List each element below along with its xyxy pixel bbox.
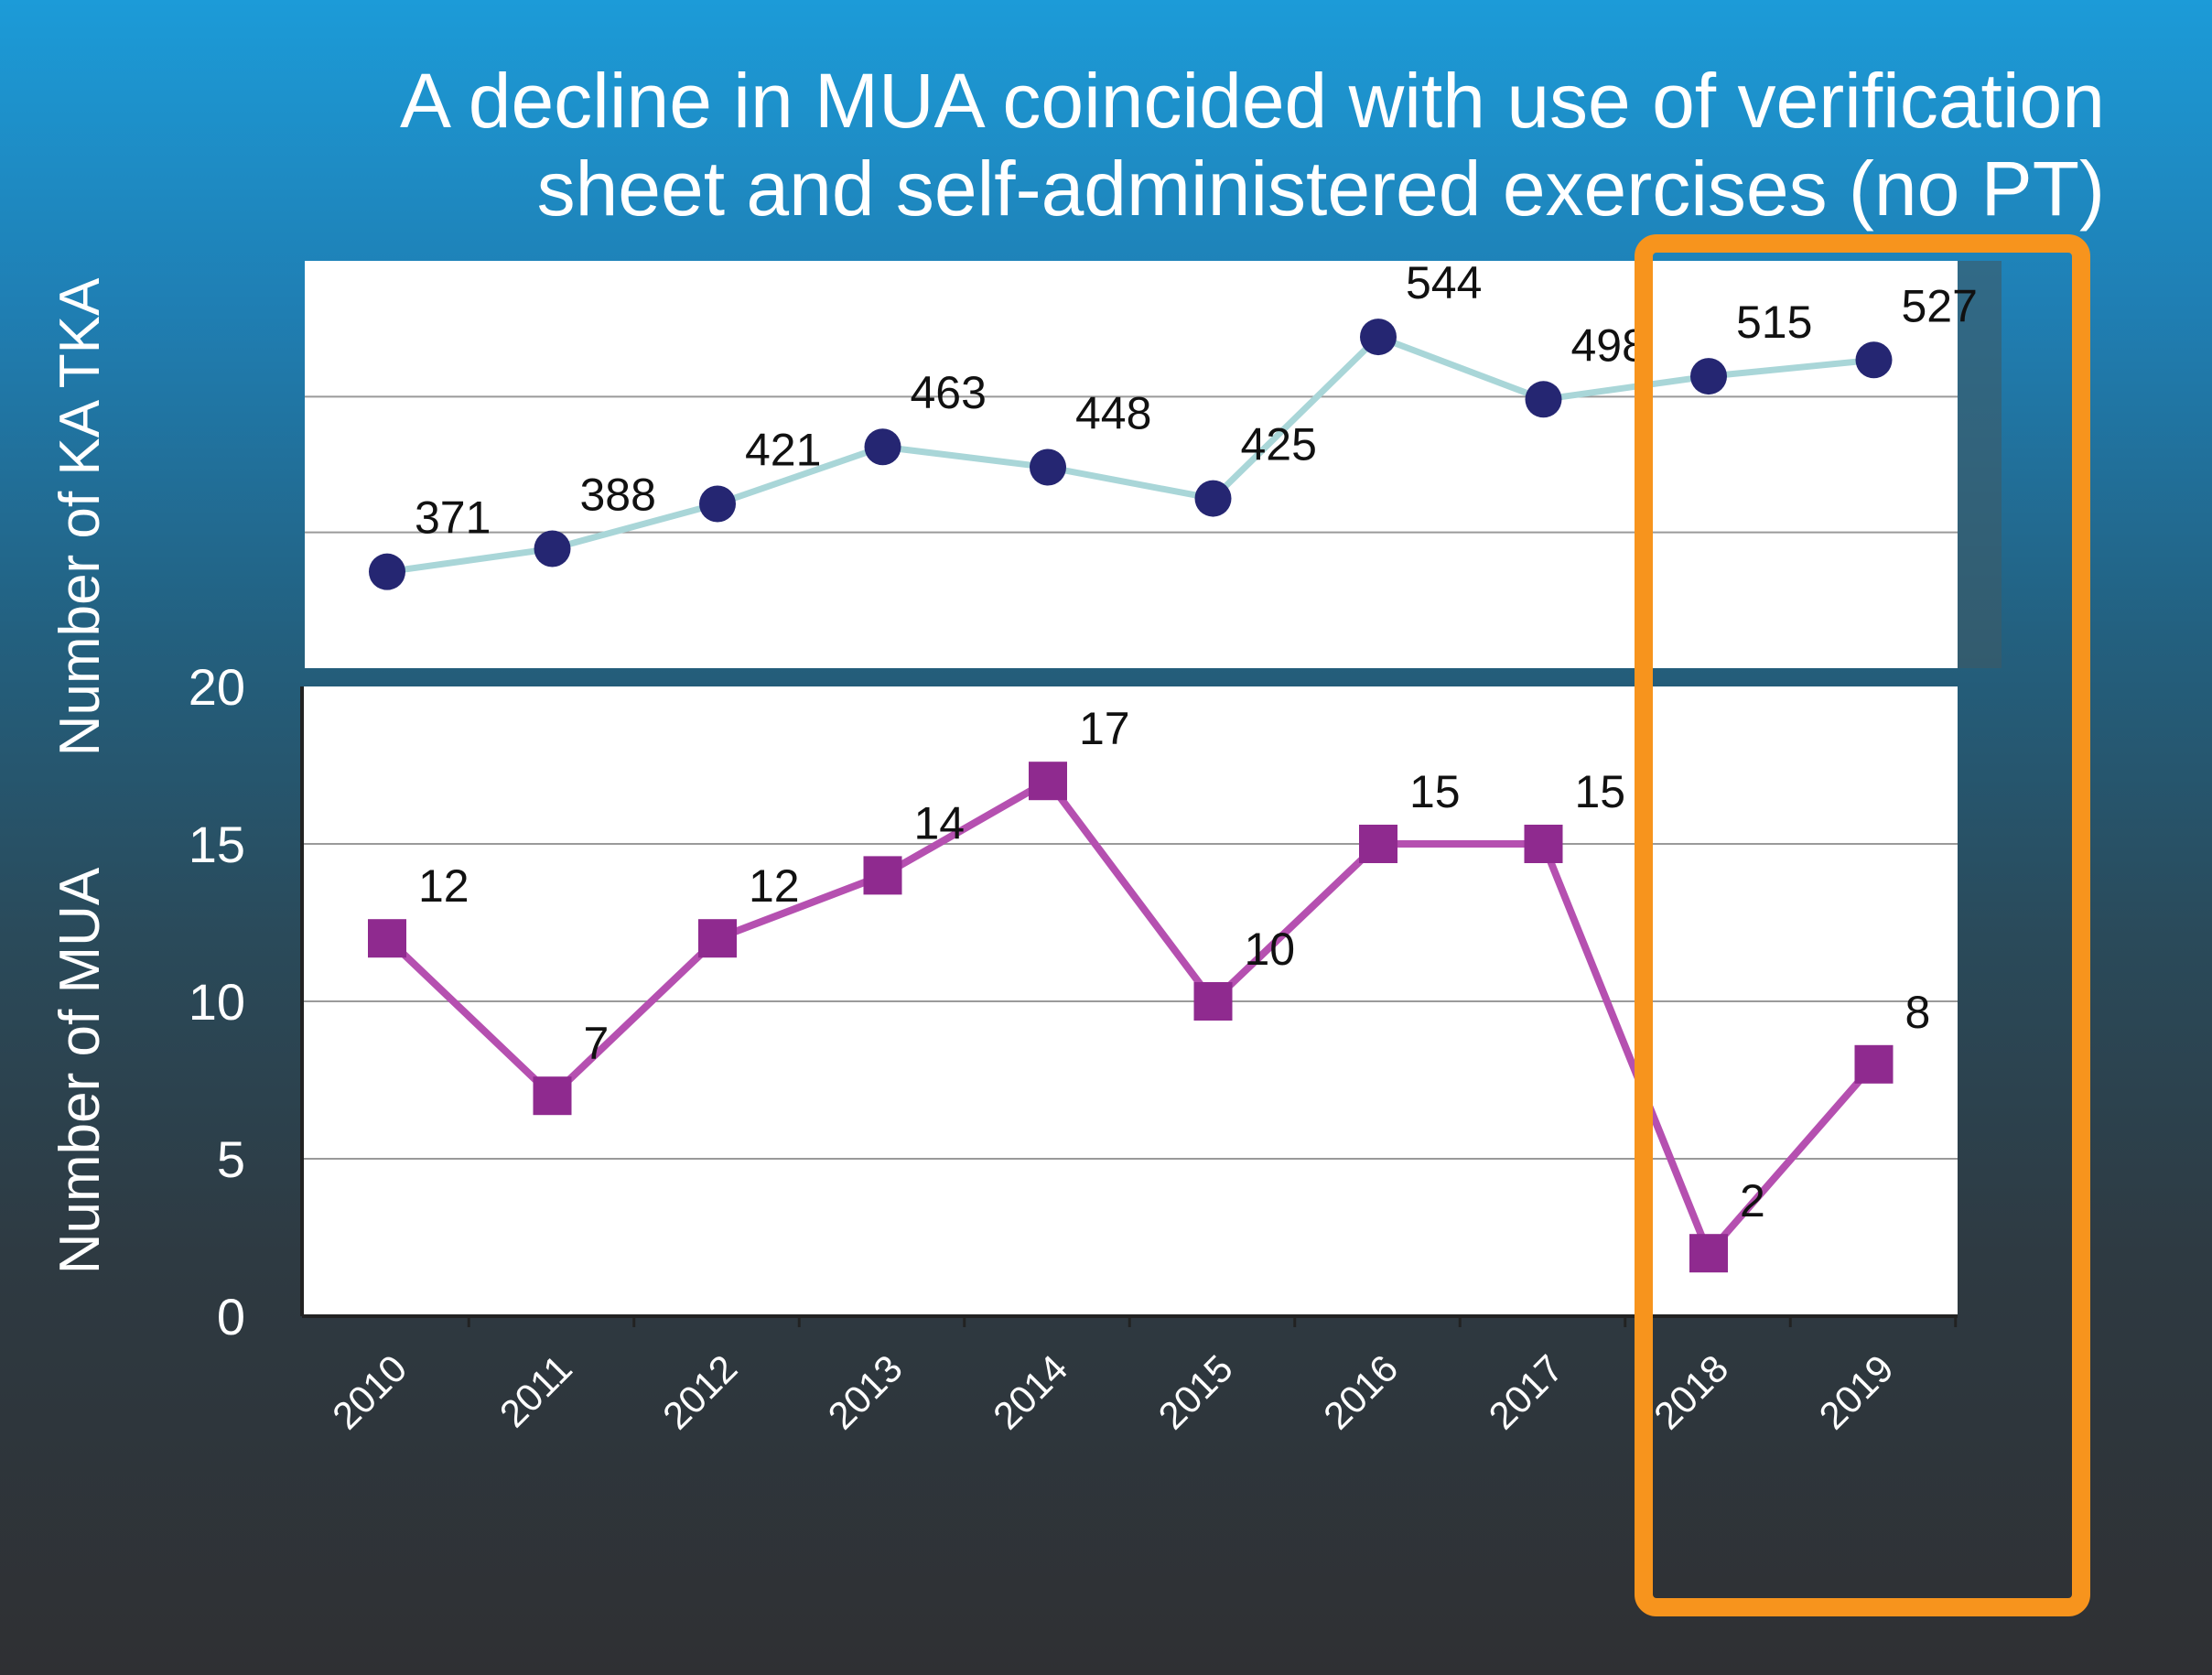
tka-data-label: 371 — [415, 492, 491, 544]
mua-point — [533, 1076, 572, 1116]
tka-point — [369, 553, 405, 590]
mua-point — [1689, 1234, 1728, 1273]
mua-series-line — [384, 775, 1877, 1260]
x-tick-label: 2019 — [1811, 1346, 1902, 1437]
mua-point — [698, 919, 737, 958]
tka-point — [1360, 319, 1397, 356]
x-tick-label: 2010 — [324, 1346, 415, 1437]
x-tick-label: 2017 — [1481, 1346, 1571, 1437]
mua-y-tick-label: 15 — [189, 816, 245, 873]
tka-point — [1030, 448, 1066, 486]
x-tick-label: 2016 — [1315, 1346, 1406, 1437]
x-tick-label: 2011 — [491, 1346, 580, 1435]
tka-point — [1525, 381, 1562, 418]
tka-series-line — [386, 333, 1874, 576]
tka-data-label: 448 — [1075, 387, 1151, 438]
mua-panel: 0 5 10 15 20 12 7 12 14 17 10 15 15 2 8 — [189, 658, 1958, 1345]
tka-point — [534, 530, 571, 567]
mua-y-tick-label: 5 — [217, 1130, 245, 1188]
tka-point — [699, 485, 736, 523]
mua-point — [368, 919, 406, 958]
mua-point — [863, 856, 902, 895]
mua-point — [1193, 982, 1233, 1021]
mua-data-label: 15 — [1575, 766, 1626, 817]
mua-point — [1854, 1044, 1894, 1084]
mua-point — [1359, 825, 1397, 863]
mua-data-label: 14 — [914, 797, 966, 848]
mua-data-label: 7 — [584, 1018, 610, 1069]
tka-data-label: 425 — [1241, 419, 1317, 470]
mua-data-label: 15 — [1409, 766, 1461, 817]
tka-data-label: 421 — [745, 425, 821, 476]
tka-data-label: 515 — [1736, 297, 1812, 348]
mua-data-label: 17 — [1079, 703, 1130, 754]
mua-data-label: 12 — [749, 860, 800, 912]
mua-y-tick-label: 10 — [189, 973, 245, 1031]
mua-data-label: 2 — [1740, 1175, 1765, 1227]
highlight-box — [1635, 234, 2090, 1616]
x-tick-label: 2013 — [820, 1346, 911, 1437]
title-line-1: A decline in MUA coincided with use of v… — [400, 58, 2105, 144]
mua-y-axis-label: Number of MUA — [49, 867, 112, 1274]
mua-data-label: 12 — [418, 860, 469, 912]
chart-title: A decline in MUA coincided with use of v… — [0, 57, 2105, 232]
tka-data-label: 544 — [1406, 257, 1482, 308]
tka-point — [1855, 341, 1893, 379]
tka-plot-area — [305, 261, 1958, 668]
mua-y-tick-label: 20 — [189, 658, 245, 716]
mua-point — [1029, 762, 1067, 801]
tka-y-axis-label: Number of KA TKA — [49, 277, 112, 756]
mua-y-tick-label: 0 — [217, 1288, 245, 1345]
title-line-2: sheet and self-administered exercises (n… — [536, 146, 2105, 232]
x-tick-label: 2012 — [654, 1346, 745, 1437]
tka-data-label: 463 — [911, 367, 987, 418]
mua-data-label: 8 — [1905, 987, 1931, 1038]
tka-point — [1194, 480, 1232, 517]
x-tick-label: 2018 — [1646, 1346, 1736, 1437]
tka-point — [864, 428, 901, 466]
tka-point — [1690, 358, 1727, 395]
tka-data-label: 527 — [1902, 280, 1978, 331]
tka-data-label: 388 — [580, 469, 656, 520]
x-tick-label: 2015 — [1150, 1346, 1241, 1437]
x-tick-label: 2014 — [985, 1346, 1075, 1437]
mua-point — [1524, 825, 1563, 863]
tka-panel-shadow — [1958, 261, 2002, 668]
mua-data-label: 10 — [1245, 924, 1296, 975]
